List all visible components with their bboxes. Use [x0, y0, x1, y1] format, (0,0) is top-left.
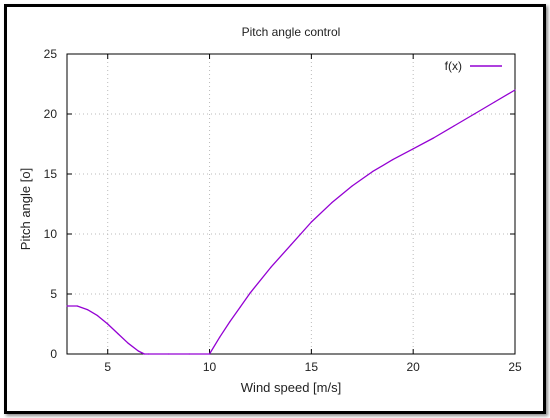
data-point — [310, 221, 312, 223]
data-point — [514, 89, 516, 91]
x-tick-label: 25 — [508, 360, 522, 374]
data-point — [270, 267, 272, 269]
y-axis-label: Pitch angle [o] — [18, 168, 33, 250]
y-tick-label: 25 — [44, 47, 58, 61]
data-point — [208, 353, 211, 355]
chart-frame: Pitch angle control Pitch angle [o] Wind… — [4, 4, 546, 414]
data-point — [229, 321, 231, 323]
x-tick-label: 20 — [407, 360, 421, 374]
y-tick-label: 15 — [44, 167, 58, 181]
y-tick-label: 20 — [44, 107, 58, 121]
y-tick-label: 5 — [50, 287, 57, 301]
y-tick-label: 10 — [44, 227, 58, 241]
data-point — [249, 292, 251, 294]
data-point — [147, 353, 150, 355]
series-line-0 — [67, 89, 516, 355]
data-point — [188, 353, 190, 355]
data-point — [351, 185, 353, 187]
x-tick-label: 10 — [203, 360, 217, 374]
plot-area — [66, 53, 516, 355]
data-point — [168, 353, 170, 355]
data-point — [107, 323, 109, 325]
y-tick-label: 0 — [50, 347, 57, 361]
data-point — [432, 137, 435, 139]
chart-title: Pitch angle control — [242, 25, 341, 39]
data-point — [86, 309, 88, 311]
data-point — [371, 171, 374, 173]
data-point — [127, 342, 129, 344]
axis-ticks: 5 10 15 20 25 0 5 10 15 20 25 — [44, 47, 522, 374]
data-point — [219, 336, 221, 338]
series-layer — [66, 89, 516, 355]
legend: f(x) — [445, 59, 502, 73]
data-point — [412, 148, 414, 150]
data-point — [239, 306, 241, 308]
legend-label-f-x: f(x) — [445, 59, 462, 73]
grid — [67, 54, 515, 354]
x-tick-label: 5 — [104, 360, 111, 374]
data-point — [473, 113, 475, 115]
data-point — [143, 353, 145, 355]
data-point — [96, 315, 99, 317]
data-point — [66, 305, 68, 307]
data-point — [117, 333, 119, 335]
data-point — [290, 244, 292, 246]
data-point — [494, 101, 496, 103]
data-point — [76, 305, 78, 307]
data-point — [137, 350, 139, 352]
x-tick-label: 15 — [305, 360, 319, 374]
data-point — [453, 125, 455, 127]
x-axis-label: Wind speed [m/s] — [241, 380, 341, 395]
pitch-angle-chart: Pitch angle control Pitch angle [o] Wind… — [18, 25, 522, 395]
data-point — [392, 159, 394, 161]
data-point — [331, 202, 333, 204]
